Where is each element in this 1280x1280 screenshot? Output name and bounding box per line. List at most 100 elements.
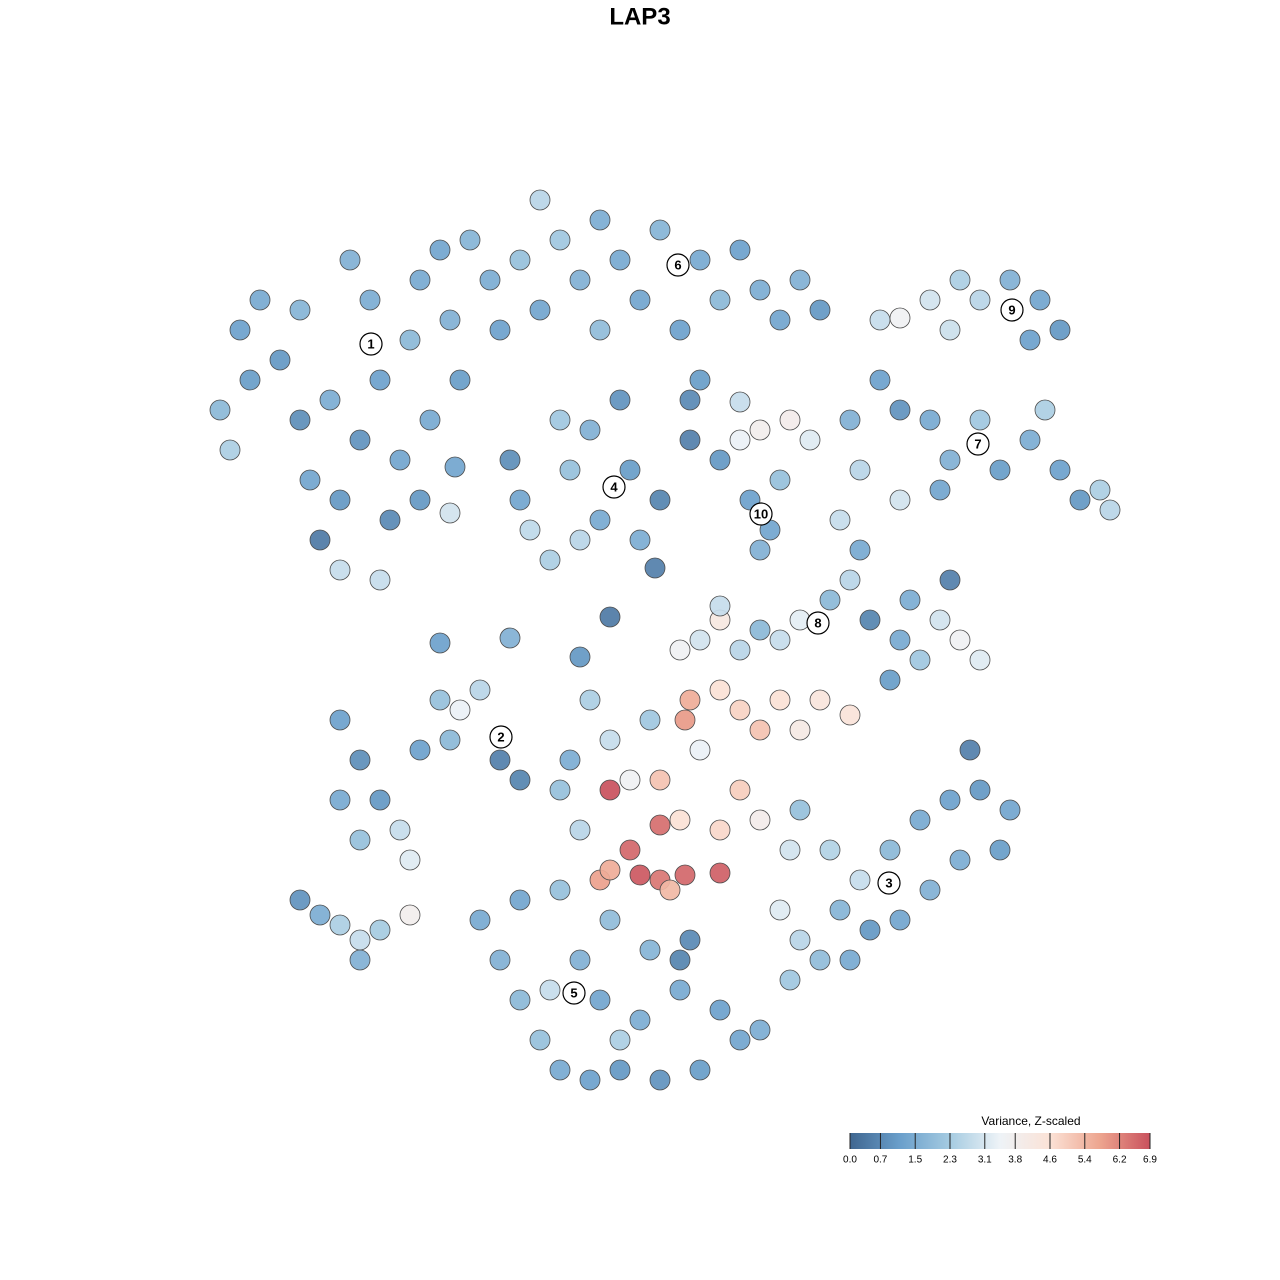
point — [239, 369, 261, 391]
point — [369, 919, 391, 941]
point — [929, 609, 951, 631]
point — [649, 769, 671, 791]
point — [779, 409, 801, 431]
point — [289, 299, 311, 321]
point — [889, 909, 911, 931]
point — [644, 557, 666, 579]
point — [1049, 319, 1071, 341]
point — [439, 729, 461, 751]
point — [599, 779, 621, 801]
point — [569, 529, 591, 551]
point — [669, 979, 691, 1001]
point — [849, 869, 871, 891]
point — [579, 689, 601, 711]
point — [899, 589, 921, 611]
chart-title: LAP3 — [609, 3, 670, 30]
point — [329, 489, 351, 511]
point — [469, 679, 491, 701]
point — [329, 559, 351, 581]
colorbar-tick-label: 0.0 — [843, 1155, 857, 1166]
point — [599, 729, 621, 751]
point — [309, 904, 331, 926]
point — [649, 814, 671, 836]
point — [589, 509, 611, 531]
point — [399, 329, 421, 351]
point — [269, 349, 291, 371]
point — [629, 864, 651, 886]
point — [889, 307, 911, 329]
point — [909, 809, 931, 831]
point — [1019, 429, 1041, 451]
point — [789, 719, 811, 741]
point — [729, 779, 751, 801]
point — [609, 389, 631, 411]
point — [819, 589, 841, 611]
point — [409, 739, 431, 761]
point — [919, 879, 941, 901]
point — [869, 369, 891, 391]
point — [599, 859, 621, 881]
point — [609, 1029, 631, 1051]
point — [919, 289, 941, 311]
point — [589, 989, 611, 1011]
point — [359, 289, 381, 311]
cluster-label: 8 — [814, 615, 821, 630]
point — [419, 409, 441, 431]
point — [499, 449, 521, 471]
point — [389, 449, 411, 471]
point — [669, 809, 691, 831]
point — [709, 289, 731, 311]
point — [319, 389, 341, 411]
point — [689, 1059, 711, 1081]
point — [529, 1029, 551, 1051]
point — [409, 269, 431, 291]
point — [489, 319, 511, 341]
cluster-label: 10 — [754, 506, 768, 521]
point — [1049, 459, 1071, 481]
point — [669, 319, 691, 341]
cluster-marker — [489, 725, 513, 749]
point — [729, 699, 751, 721]
point — [249, 289, 271, 311]
point — [429, 632, 451, 654]
point — [1089, 479, 1111, 501]
point — [769, 629, 791, 651]
point — [829, 899, 851, 921]
point — [349, 429, 371, 451]
point — [619, 839, 641, 861]
point — [849, 459, 871, 481]
point — [559, 459, 581, 481]
point — [669, 639, 691, 661]
point — [329, 709, 351, 731]
point — [769, 899, 791, 921]
cluster-marker — [966, 432, 990, 456]
point — [779, 969, 801, 991]
point — [959, 739, 981, 761]
point — [629, 529, 651, 551]
point — [869, 309, 891, 331]
point — [669, 949, 691, 971]
point — [729, 429, 751, 451]
point — [674, 864, 696, 886]
point — [369, 569, 391, 591]
point — [479, 269, 501, 291]
cluster-marker — [359, 332, 383, 356]
cluster-label: 5 — [570, 985, 577, 1000]
point — [289, 409, 311, 431]
point — [349, 829, 371, 851]
point — [1034, 399, 1056, 421]
cluster-label: 3 — [885, 875, 892, 890]
point — [709, 862, 731, 884]
point — [509, 489, 531, 511]
point — [569, 646, 591, 668]
colorbar-tick-label: 5.4 — [1078, 1155, 1092, 1166]
point — [749, 619, 771, 641]
colorbar — [850, 1133, 1150, 1149]
point — [889, 629, 911, 651]
point — [819, 839, 841, 861]
point — [399, 904, 421, 926]
point — [969, 649, 991, 671]
colorbar-tick-label: 3.1 — [978, 1155, 992, 1166]
point — [729, 239, 751, 261]
point — [589, 209, 611, 231]
